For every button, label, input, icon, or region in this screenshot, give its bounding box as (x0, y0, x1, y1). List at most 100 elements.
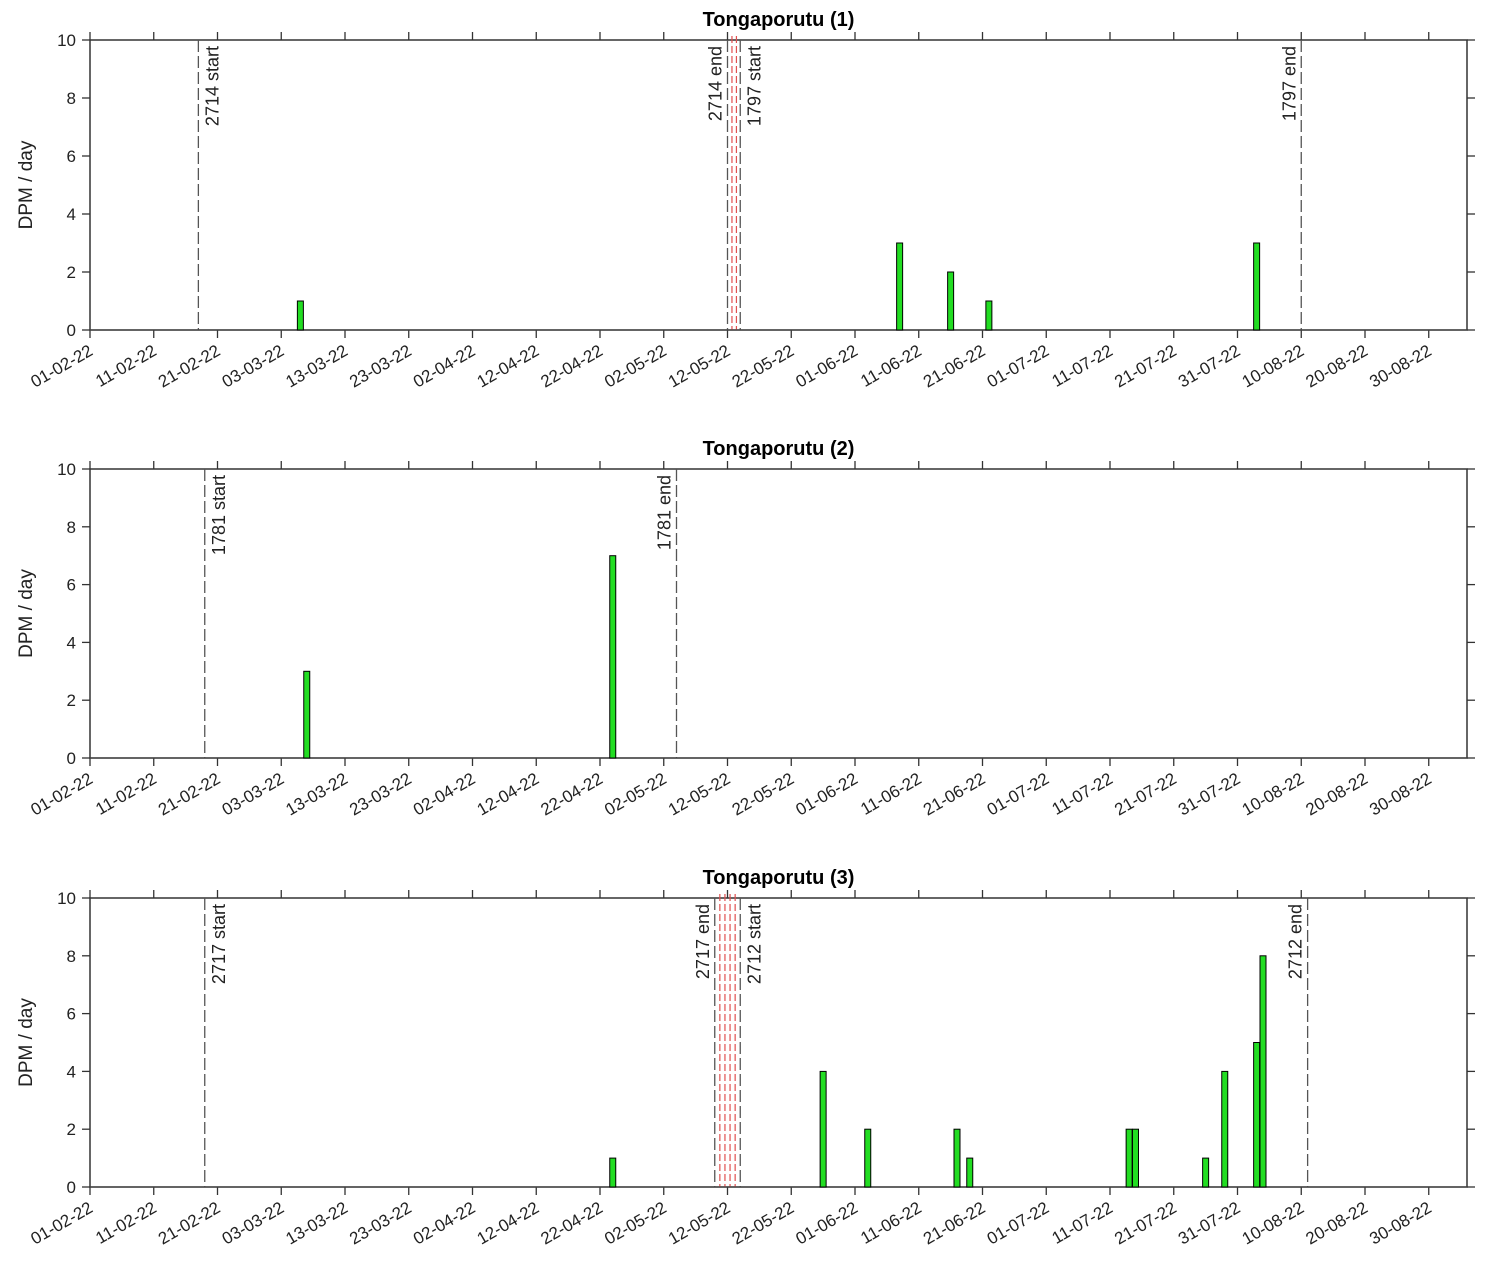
y-axis-label: DPM / day (16, 569, 37, 658)
y-tick-label: 6 (67, 1005, 76, 1024)
x-tick-label: 21-07-22 (1111, 1198, 1179, 1248)
x-tick-label: 22-05-22 (729, 769, 797, 819)
x-tick-label: 11-02-22 (92, 341, 159, 391)
x-tick-label: 10-08-22 (1239, 769, 1307, 819)
x-tick-label: 22-04-22 (538, 1198, 606, 1248)
x-tick-label: 03-03-22 (219, 769, 287, 819)
bar (896, 242, 904, 331)
x-tick-label: 01-07-22 (984, 1198, 1052, 1248)
x-tick-label: 11-07-22 (1049, 769, 1116, 819)
y-tick-label: 8 (67, 89, 76, 108)
chart-panel-2: 024681001-02-2211-02-2221-02-2203-03-221… (16, 438, 1475, 819)
x-tick-label: 02-05-22 (601, 341, 669, 391)
deployment-label: 2714 end (706, 46, 726, 121)
bar (1259, 955, 1267, 1188)
x-tick-label: 20-08-22 (1303, 769, 1371, 819)
x-tick-label: 01-02-22 (28, 769, 96, 819)
y-tick-label: 10 (57, 889, 76, 908)
x-tick-label: 21-02-22 (155, 1198, 223, 1248)
y-tick-label: 2 (67, 263, 76, 282)
x-tick-label: 21-02-22 (155, 341, 223, 391)
deployment-label: 2717 end (693, 904, 713, 979)
y-tick-label: 4 (67, 205, 76, 224)
x-tick-label: 21-06-22 (920, 769, 988, 819)
x-tick-label: 12-05-22 (665, 769, 733, 819)
x-tick-label: 21-07-22 (1111, 769, 1179, 819)
x-tick-label: 01-06-22 (793, 1198, 861, 1248)
y-tick-label: 8 (67, 947, 76, 966)
deployment-label: 2712 start (744, 904, 764, 984)
x-tick-label: 11-07-22 (1049, 1198, 1116, 1248)
y-tick-label: 4 (67, 633, 76, 652)
x-tick-label: 21-06-22 (920, 341, 988, 391)
bar (609, 1157, 617, 1188)
bar (1221, 1070, 1229, 1188)
x-tick-label: 01-02-22 (28, 1198, 96, 1248)
chart-title: Tongaporutu (1) (703, 9, 855, 31)
x-tick-label: 23-03-22 (346, 341, 414, 391)
x-tick-label: 22-04-22 (538, 341, 606, 391)
x-tick-label: 21-06-22 (920, 1198, 988, 1248)
deployment-label: 1781 end (655, 475, 675, 550)
y-tick-label: 8 (67, 518, 76, 537)
x-tick-label: 13-03-22 (283, 769, 351, 819)
y-tick-label: 0 (67, 749, 76, 768)
x-tick-label: 02-05-22 (601, 769, 669, 819)
x-tick-label: 22-05-22 (729, 1198, 797, 1248)
x-tick-label: 31-07-22 (1175, 1198, 1243, 1248)
x-tick-label: 13-03-22 (283, 1198, 351, 1248)
x-tick-label: 11-02-22 (92, 769, 159, 819)
x-tick-label: 01-07-22 (984, 341, 1052, 391)
y-tick-label: 2 (67, 1120, 76, 1139)
bar (1253, 242, 1261, 331)
x-tick-label: 20-08-22 (1303, 1198, 1371, 1248)
y-tick-label: 2 (67, 691, 76, 710)
x-tick-label: 31-07-22 (1175, 341, 1243, 391)
deployment-label: 1797 start (744, 46, 764, 126)
bar (296, 300, 304, 331)
plot-frame (89, 468, 1468, 759)
y-tick-label: 0 (67, 321, 76, 340)
chart-title: Tongaporutu (3) (703, 867, 855, 889)
y-tick-label: 0 (67, 1178, 76, 1197)
x-tick-label: 11-06-22 (857, 769, 924, 819)
x-tick-label: 01-02-22 (28, 341, 96, 391)
x-tick-label: 11-02-22 (92, 1198, 159, 1248)
x-tick-label: 11-07-22 (1049, 341, 1116, 391)
bar (1132, 1128, 1139, 1188)
x-tick-label: 02-04-22 (410, 1198, 478, 1248)
bar (985, 300, 993, 331)
x-tick-label: 31-07-22 (1175, 769, 1243, 819)
bar (1202, 1157, 1210, 1188)
x-tick-label: 22-04-22 (538, 769, 606, 819)
x-tick-label: 11-06-22 (857, 1198, 924, 1248)
chart-panel-1: 024681001-02-2211-02-2221-02-2203-03-221… (16, 9, 1475, 391)
bar (819, 1070, 827, 1188)
y-axis-label: DPM / day (16, 140, 37, 229)
x-tick-label: 30-08-22 (1366, 1198, 1434, 1248)
chart-title: Tongaporutu (2) (703, 438, 855, 460)
x-tick-label: 22-05-22 (729, 341, 797, 391)
plot-frame (89, 39, 1468, 331)
x-tick-label: 30-08-22 (1366, 769, 1434, 819)
bar (303, 670, 311, 759)
bar (864, 1128, 872, 1188)
x-tick-label: 03-03-22 (219, 1198, 287, 1248)
x-tick-label: 02-05-22 (601, 1198, 669, 1248)
y-tick-label: 10 (57, 460, 76, 479)
bar (953, 1128, 961, 1188)
x-tick-label: 02-04-22 (410, 769, 478, 819)
chart-panel-3: 024681001-02-2211-02-2221-02-2203-03-221… (16, 867, 1475, 1248)
bar (1253, 1042, 1261, 1188)
x-tick-label: 12-04-22 (474, 341, 542, 391)
x-tick-label: 13-03-22 (283, 341, 351, 391)
x-tick-label: 30-08-22 (1366, 341, 1434, 391)
x-tick-label: 12-05-22 (665, 341, 733, 391)
x-tick-label: 01-07-22 (984, 769, 1052, 819)
x-tick-label: 12-04-22 (474, 1198, 542, 1248)
deployment-label: 2712 end (1286, 904, 1306, 979)
bar (947, 271, 955, 331)
x-tick-label: 01-06-22 (793, 769, 861, 819)
y-tick-label: 10 (57, 31, 76, 50)
